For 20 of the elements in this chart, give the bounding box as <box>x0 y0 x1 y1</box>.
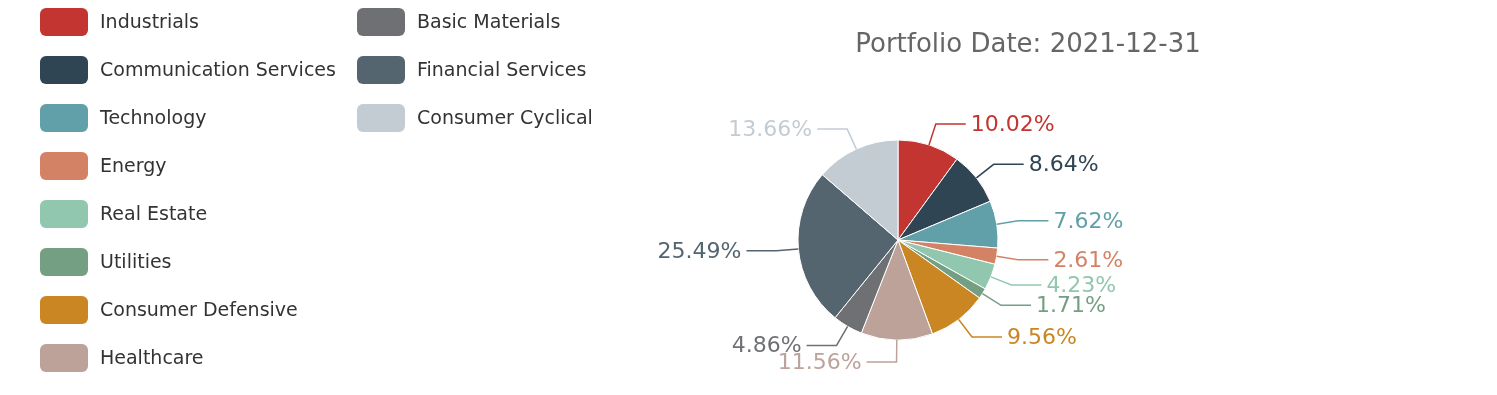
data-label: 1.71% <box>1036 292 1106 318</box>
legend-label: Financial Services <box>417 58 587 80</box>
legend-label: Industrials <box>100 10 200 32</box>
data-label: 7.62% <box>1053 207 1124 233</box>
data-label: 13.66% <box>728 116 813 142</box>
legend-label: Healthcare <box>100 346 204 368</box>
data-label: 9.56% <box>1007 323 1077 349</box>
legend-label: Technology <box>99 106 207 128</box>
data-label: 8.64% <box>1028 151 1099 177</box>
legend-label: Utilities <box>100 250 172 272</box>
legend-label: Communication Services <box>100 58 336 80</box>
legend-label: Basic Materials <box>417 10 561 32</box>
text: Portfolio Date: 2021-12-31 <box>855 28 1201 58</box>
data-label: 25.49% <box>657 237 742 263</box>
legend-label: Energy <box>100 154 167 176</box>
legend-label: Consumer Cyclical <box>417 106 593 128</box>
legend-label: Consumer Defensive <box>100 298 298 320</box>
data-label: 10.02% <box>970 111 1055 136</box>
legend-label: Real Estate <box>100 202 208 224</box>
data-label: 2.61% <box>1053 246 1124 272</box>
